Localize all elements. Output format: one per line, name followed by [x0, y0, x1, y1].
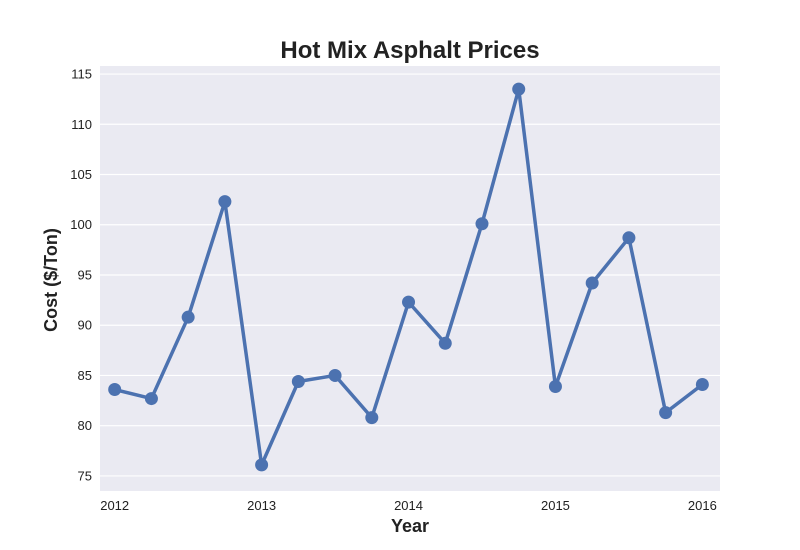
y-tick-label: 115 — [71, 67, 92, 82]
data-point — [659, 406, 673, 420]
x-tick-label: 2014 — [394, 498, 423, 513]
data-point — [291, 374, 305, 388]
x-tick-label: 2015 — [541, 498, 570, 513]
y-tick-label: 105 — [70, 167, 92, 182]
x-axis-label: Year — [391, 516, 429, 536]
data-point — [365, 411, 379, 425]
x-tick-label: 2012 — [100, 498, 129, 513]
y-axis-label: Cost ($/Ton) — [41, 228, 61, 332]
y-tick-labels: 75 80 85 90 95 100 105 110 115 — [70, 67, 92, 484]
data-point — [181, 310, 195, 324]
data-point — [255, 458, 269, 472]
data-point — [548, 380, 562, 394]
data-point — [402, 295, 416, 309]
y-tick-label: 90 — [78, 318, 92, 333]
y-tick-label: 80 — [78, 418, 92, 433]
y-tick-label: 95 — [78, 267, 92, 282]
data-point — [438, 336, 452, 350]
data-point — [475, 217, 489, 231]
y-tick-label: 110 — [71, 117, 92, 132]
plot-area — [100, 66, 720, 491]
data-point — [218, 195, 232, 209]
y-tick-label: 75 — [78, 468, 92, 483]
data-point — [622, 231, 636, 245]
data-point — [328, 368, 342, 382]
data-point — [585, 276, 599, 290]
y-tick-label: 100 — [70, 217, 92, 232]
x-tick-label: 2013 — [247, 498, 276, 513]
x-tick-label: 2016 — [688, 498, 717, 513]
series-layer — [108, 82, 709, 472]
data-point — [512, 82, 526, 96]
chart-title: Hot Mix Asphalt Prices — [280, 37, 539, 64]
data-point — [144, 392, 158, 406]
data-point — [108, 383, 122, 397]
y-tick-label: 85 — [78, 368, 92, 383]
data-point — [695, 377, 709, 391]
x-tick-labels: 2012 2013 2014 2015 2016 — [100, 498, 717, 513]
